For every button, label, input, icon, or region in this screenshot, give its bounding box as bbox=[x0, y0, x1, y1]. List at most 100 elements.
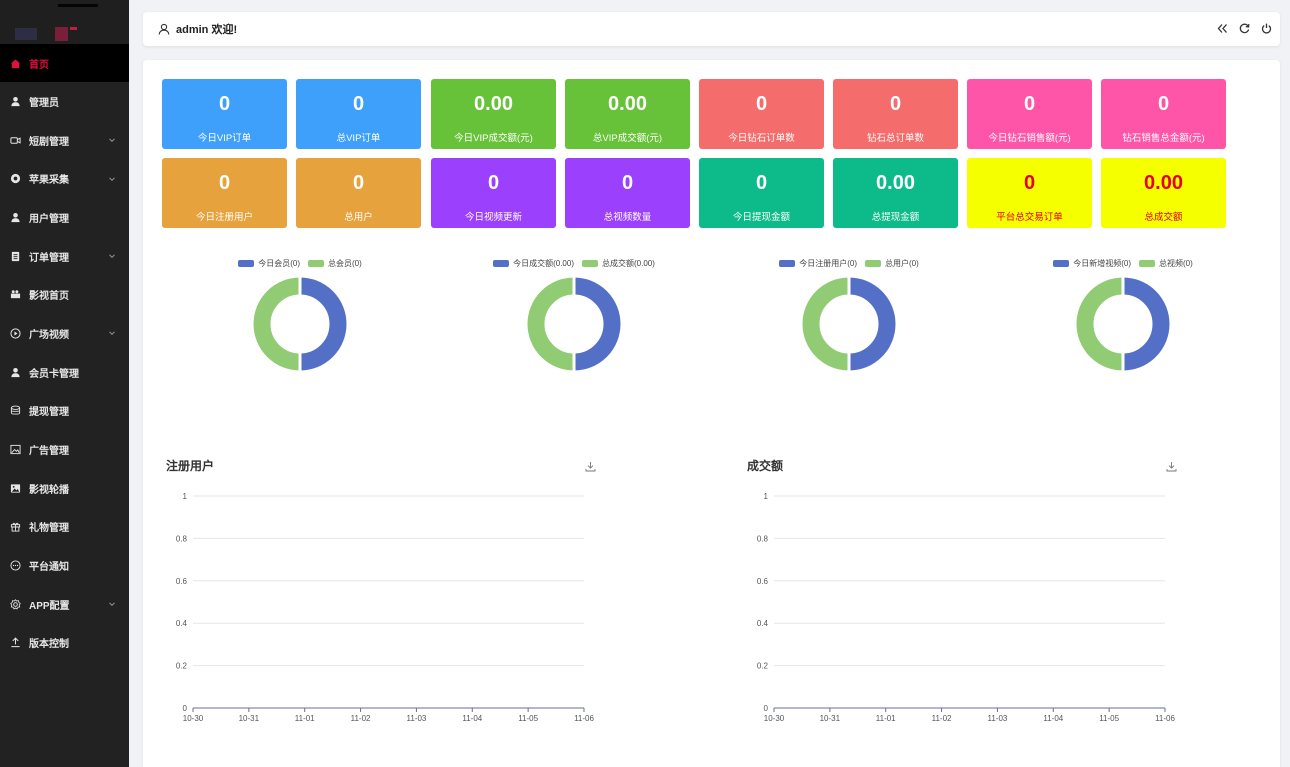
stat-label: 今日钻石订单数 bbox=[728, 133, 795, 144]
sidebar-item-8[interactable]: 会员卡管理 bbox=[0, 353, 129, 392]
y-tick-label: 0.4 bbox=[757, 619, 769, 628]
stat-label: 总成交额 bbox=[1144, 212, 1183, 223]
stat-value: 0 bbox=[1023, 172, 1036, 194]
y-tick-label: 0 bbox=[764, 704, 769, 713]
donut-slice[interactable] bbox=[1121, 274, 1173, 374]
legend-swatch bbox=[865, 260, 881, 267]
user-icon bbox=[9, 366, 21, 378]
sidebar-item-7[interactable]: 广场视频 bbox=[0, 314, 129, 353]
stat-value: 0.00 bbox=[608, 93, 647, 115]
line-chart: 成交额 0 0.2 0.4 0.6 0.8 1 10-30 10-31 11-01 11-02 11-… bbox=[747, 457, 1187, 727]
stat-label: 平台总交易订单 bbox=[996, 212, 1063, 223]
sidebar-item-label: 提现管理 bbox=[29, 407, 69, 419]
download-icon[interactable] bbox=[585, 459, 597, 472]
collapse-icon[interactable] bbox=[1216, 21, 1228, 35]
sidebar-item-15[interactable]: 版本控制 bbox=[0, 624, 129, 663]
sidebar-item-label: 影视轮播 bbox=[29, 484, 69, 496]
x-tick-label: 11-04 bbox=[1043, 714, 1063, 723]
donut-legend: 今日新增视频(0) 总视频(0) bbox=[1003, 258, 1243, 269]
chevron-down-icon bbox=[108, 329, 116, 337]
donut-slice[interactable] bbox=[847, 274, 899, 374]
film-icon bbox=[9, 289, 21, 301]
gift-icon bbox=[9, 521, 21, 533]
y-tick-label: 0.8 bbox=[757, 534, 769, 543]
legend-item[interactable]: 今日成交额(0.00) bbox=[493, 258, 574, 269]
sidebar-item-2[interactable]: 短剧管理 bbox=[0, 121, 129, 160]
sidebar-item-6[interactable]: 影视首页 bbox=[0, 275, 129, 314]
stat-value: 0.00 bbox=[876, 172, 915, 194]
stat-value: 0.00 bbox=[474, 93, 513, 115]
sidebar-item-5[interactable]: 订单管理 bbox=[0, 237, 129, 276]
x-tick-label: 11-05 bbox=[1099, 714, 1119, 723]
sidebar-item-label: 苹果采集 bbox=[29, 175, 69, 187]
sidebar-item-12[interactable]: 礼物管理 bbox=[0, 508, 129, 547]
y-tick-label: 0 bbox=[183, 704, 188, 713]
x-tick-label: 11-06 bbox=[574, 714, 594, 723]
sidebar-item-label: 广告管理 bbox=[29, 446, 69, 458]
user-icon bbox=[9, 95, 21, 107]
donut-slice[interactable] bbox=[250, 274, 302, 374]
sidebar-item-11[interactable]: 影视轮播 bbox=[0, 469, 129, 508]
user-icon bbox=[9, 211, 21, 223]
sidebar-item-3[interactable]: 苹果采集 bbox=[0, 159, 129, 198]
x-tick-label: 11-03 bbox=[406, 714, 426, 723]
sidebar-item-13[interactable]: 平台通知 bbox=[0, 546, 129, 585]
legend-label: 今日会员(0) bbox=[258, 259, 300, 268]
legend-swatch bbox=[779, 260, 796, 267]
sidebar-item-label: 影视首页 bbox=[29, 291, 69, 303]
donut-slice[interactable] bbox=[799, 274, 851, 374]
legend-label: 今日注册用户(0) bbox=[799, 259, 857, 268]
chevron-down-icon bbox=[108, 136, 116, 144]
legend-swatch bbox=[1139, 260, 1155, 267]
y-tick-label: 0.2 bbox=[757, 662, 769, 671]
stat-label: 钻石销售总金额(元) bbox=[1122, 133, 1205, 144]
donut-chart: 今日会员(0) 总会员(0) bbox=[180, 258, 420, 398]
sidebar-item-label: 广场视频 bbox=[29, 329, 69, 341]
legend-label: 今日新增视频(0) bbox=[1073, 259, 1131, 268]
stat-card: 0 钻石销售总金额(元) bbox=[1101, 79, 1226, 149]
database-icon bbox=[9, 405, 21, 417]
donut-slice[interactable] bbox=[524, 274, 576, 374]
power-icon[interactable] bbox=[1260, 21, 1272, 35]
donut-slice[interactable] bbox=[1073, 274, 1125, 374]
donut-slice[interactable] bbox=[298, 274, 350, 374]
stat-label: 钻石总订单数 bbox=[866, 133, 924, 144]
refresh-icon[interactable] bbox=[1238, 21, 1250, 35]
y-tick-label: 0.4 bbox=[176, 619, 188, 628]
stat-label: 总提现金额 bbox=[871, 212, 920, 223]
stat-label: 总VIP订单 bbox=[336, 133, 381, 144]
donut-slice[interactable] bbox=[572, 274, 624, 374]
logo bbox=[0, 0, 129, 44]
sidebar-item-9[interactable]: 提现管理 bbox=[0, 392, 129, 431]
legend-item[interactable]: 今日注册用户(0) bbox=[779, 258, 857, 269]
legend-item[interactable]: 总会员(0) bbox=[308, 258, 362, 269]
stat-card: 0 今日提现金额 bbox=[699, 158, 824, 228]
header-bar: admin 欢迎! bbox=[143, 12, 1280, 46]
legend-item[interactable]: 总视频(0) bbox=[1139, 258, 1193, 269]
legend-item[interactable]: 今日会员(0) bbox=[238, 258, 300, 269]
sidebar: 首页管理员短剧管理苹果采集用户管理 订单管理影视首页广场视频会员卡管理提现管理广告… bbox=[0, 0, 129, 767]
sidebar-item-label: 管理员 bbox=[29, 97, 59, 109]
sidebar-item-0[interactable]: 首页 bbox=[0, 44, 129, 82]
download-icon[interactable] bbox=[1166, 459, 1178, 472]
x-tick-label: 11-06 bbox=[1155, 714, 1175, 723]
donut-chart: 今日新增视频(0) 总视频(0) bbox=[1003, 258, 1243, 398]
stat-value: 0 bbox=[218, 93, 231, 115]
stat-card: 0.00 今日VIP成交额(元) bbox=[431, 79, 556, 149]
stat-card: 0 钻石总订单数 bbox=[833, 79, 958, 149]
sidebar-item-4[interactable]: 用户管理 bbox=[0, 198, 129, 237]
stat-card: 0 平台总交易订单 bbox=[967, 158, 1092, 228]
legend-item[interactable]: 总用户(0) bbox=[865, 258, 919, 269]
welcome-text: admin 欢迎! bbox=[176, 24, 238, 36]
legend-item[interactable]: 总成交额(0.00) bbox=[582, 258, 655, 269]
sidebar-item-10[interactable]: 广告管理 bbox=[0, 430, 129, 469]
sidebar-item-1[interactable]: 管理员 bbox=[0, 82, 129, 121]
legend-item[interactable]: 今日新增视频(0) bbox=[1053, 258, 1131, 269]
y-tick-label: 0.6 bbox=[176, 577, 188, 586]
sidebar-item-14[interactable]: APP配置 bbox=[0, 585, 129, 624]
stat-card: 0 今日视频更新 bbox=[431, 158, 556, 228]
stat-value: 0 bbox=[755, 93, 768, 115]
stat-label: 今日注册用户 bbox=[195, 212, 253, 223]
legend-swatch bbox=[493, 260, 510, 267]
stat-card: 0 今日注册用户 bbox=[162, 158, 287, 228]
